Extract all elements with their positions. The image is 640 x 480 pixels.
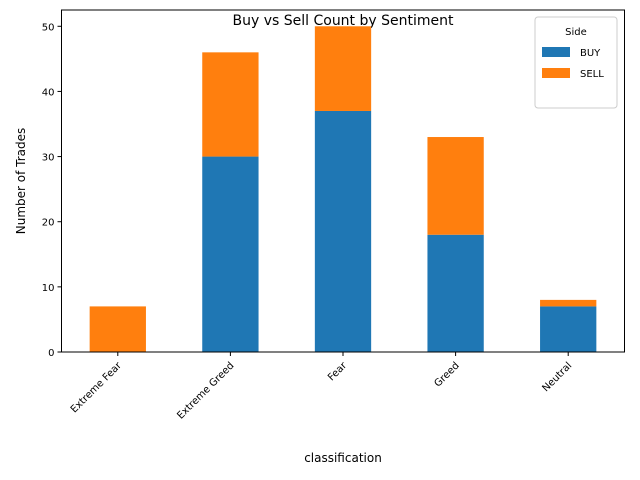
- x-axis-label: classification: [304, 451, 382, 465]
- x-tick-label: Neutral: [540, 360, 574, 394]
- legend-swatch-buy: [542, 47, 570, 57]
- x-tick-label: Extreme Fear: [69, 360, 125, 416]
- bar-sell-extreme-greed: [202, 52, 259, 157]
- x-axis: Extreme Fear Extreme Greed Fear Greed Neutra…: [69, 352, 574, 422]
- bar-sell-neutral: [540, 299, 597, 307]
- y-tick-label: 30: [42, 153, 55, 164]
- y-tick-label: 40: [42, 87, 55, 98]
- legend-title: Side: [565, 27, 587, 38]
- legend-label-sell: SELL: [580, 69, 604, 80]
- bar-buy-neutral: [540, 306, 597, 352]
- y-axis-label: Number of Trades: [14, 128, 28, 235]
- y-tick-label: 20: [42, 218, 55, 229]
- bar-buy-fear: [314, 110, 372, 352]
- y-axis: 0 10 20 30 40 50: [42, 22, 62, 359]
- legend-label-buy: BUY: [580, 48, 601, 59]
- bar-group: [89, 26, 597, 352]
- bar-buy-extreme-greed: [202, 156, 259, 352]
- bar-buy-greed: [427, 234, 484, 352]
- y-tick-label: 0: [48, 348, 54, 359]
- bar-sell-extreme-fear: [89, 306, 146, 352]
- legend: Side BUY SELL: [534, 16, 618, 109]
- y-tick-label: 10: [42, 283, 55, 294]
- bar-sell-fear: [314, 26, 372, 111]
- bar-sell-greed: [427, 137, 484, 235]
- x-tick-label: Extreme Greed: [175, 360, 236, 421]
- chart-title: Buy vs Sell Count by Sentiment: [233, 13, 454, 29]
- legend-box: [534, 16, 618, 109]
- y-tick-label: 50: [42, 22, 55, 33]
- x-tick-label: Greed: [433, 360, 462, 389]
- legend-swatch-sell: [542, 68, 570, 78]
- x-tick-label: Fear: [326, 360, 350, 384]
